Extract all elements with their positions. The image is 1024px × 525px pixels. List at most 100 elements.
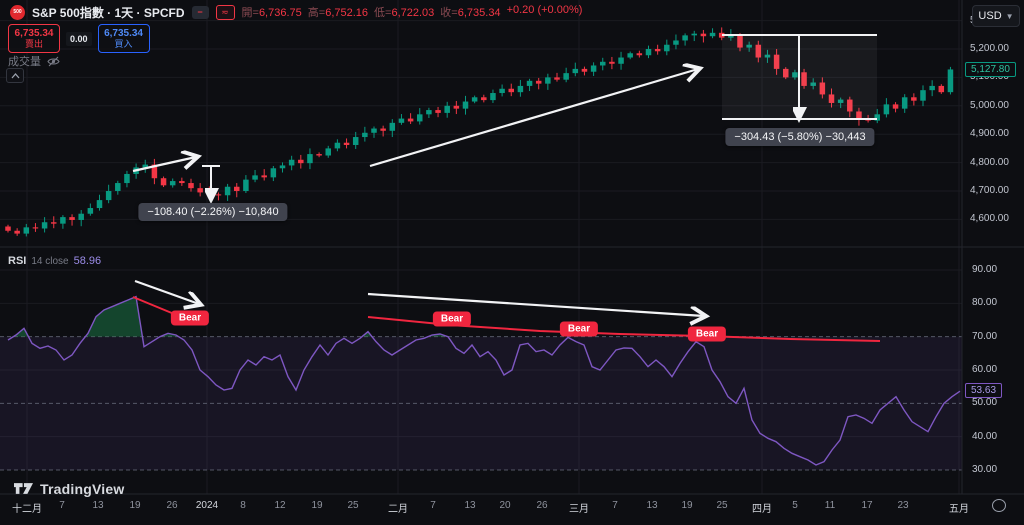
candle-body [545,77,551,84]
candle-body [938,85,945,93]
candle-body [234,186,240,191]
candle-body [279,165,286,169]
candle-body [947,69,954,93]
candle-body [417,114,423,122]
symbol-title[interactable]: S&P 500指數 · 1天 · SPCFD [32,5,185,20]
candle-body [142,164,148,168]
eye-off-icon[interactable] [47,56,60,67]
candle-body [298,159,304,164]
candle-body [169,181,176,186]
candle-body [837,99,844,103]
candle-body [755,44,762,58]
candle-body [307,154,313,164]
candle-body [426,110,432,115]
drawing-trendline[interactable] [132,296,180,317]
candle-body [270,168,277,178]
candle-body [682,35,688,41]
candle-body [105,191,112,201]
buy-button[interactable]: 6,735.34 買入 [97,24,150,53]
trade-panel: 6,735.34 賣出 0.00 6,735.34 買入 [8,24,150,53]
candle-body [471,97,478,102]
candle-body [316,154,322,156]
candle-body [380,128,386,131]
candle-body [892,104,899,109]
tradingview-logo-icon [14,483,33,494]
drawing-arrow[interactable] [367,292,704,316]
minus-icon[interactable]: − [191,5,209,19]
candle-body [179,181,185,184]
drawing-arrow[interactable] [132,157,196,173]
candle-body [929,85,935,91]
candle-body [883,104,890,115]
candle-body [709,32,716,37]
candle-body [718,32,725,38]
candle-body [215,194,222,196]
tradingview-logo[interactable]: TradingView [14,480,124,497]
pane-collapse-button[interactable] [6,68,24,83]
candle-body [856,111,862,120]
candle-body [810,82,816,86]
candle-body [261,175,267,178]
chevron-up-icon [11,72,19,78]
candle-body [78,213,84,220]
candle-body [407,118,414,122]
candle-body [508,88,514,93]
candle-body [87,208,94,214]
candle-body [69,217,75,220]
candle-body [664,44,670,52]
candle-body [572,68,579,74]
candle-body [325,148,331,156]
candle-body [920,90,926,101]
candle-body [563,73,569,80]
candle-body [618,57,624,64]
candle-body [444,105,450,113]
candle-body [481,97,487,101]
candle-body [728,35,734,38]
candle-body [874,114,880,121]
rsi-name: RSI [8,255,27,267]
candle-body [352,137,359,145]
candle-body [590,65,597,72]
time-axis-settings-icon[interactable] [992,499,1006,512]
candle-body [51,222,57,224]
drawing-arrow[interactable] [369,69,698,168]
rsi-line [7,295,961,466]
candle-body [535,80,542,84]
candle-body [14,230,20,234]
rsi-settings: 14 close [31,256,69,267]
candle-body [41,222,48,229]
candle-body [911,97,917,101]
rsi-legend: RSI 14 close 58.96 [8,255,101,267]
candle-body [673,40,679,45]
candle-body [600,61,606,66]
candle-body [526,80,533,86]
chevron-down-icon: ▼ [1005,11,1014,21]
candle-body [517,85,524,93]
candle-body [462,101,469,109]
candle-body [499,88,505,94]
candle-body [654,49,661,52]
symbol-legend: 500 S&P 500指數 · 1天 · SPCFD − ≂ 開=6,736.7… [10,4,582,20]
currency-select[interactable]: USD ▼ [972,5,1020,27]
candle-body [581,68,588,72]
rsi-overbought-area [85,296,143,337]
rsi-value: 58.96 [73,255,102,267]
candle-body [60,217,66,224]
change-value: +0.20 (+0.00%) [506,4,583,16]
sell-button[interactable]: 6,735.34 賣出 [8,24,60,53]
ohlc-values: 開=6,736.75 高=6,752.16 低=6,722.03 收=6,735… [241,4,583,19]
candle-body [609,61,615,64]
candle-body [746,44,752,48]
candle-body [490,93,496,101]
candle-body [124,173,130,184]
open-value: 6,736.75 [258,7,302,19]
candle-body [334,142,341,149]
market-closed-icon[interactable]: ≂ [215,4,235,20]
close-value: 6,735.34 [457,7,501,19]
candle-body [819,82,826,95]
symbol-logo: 500 [10,4,25,20]
drawing-arrow[interactable] [134,279,199,304]
candle-body [398,118,405,123]
